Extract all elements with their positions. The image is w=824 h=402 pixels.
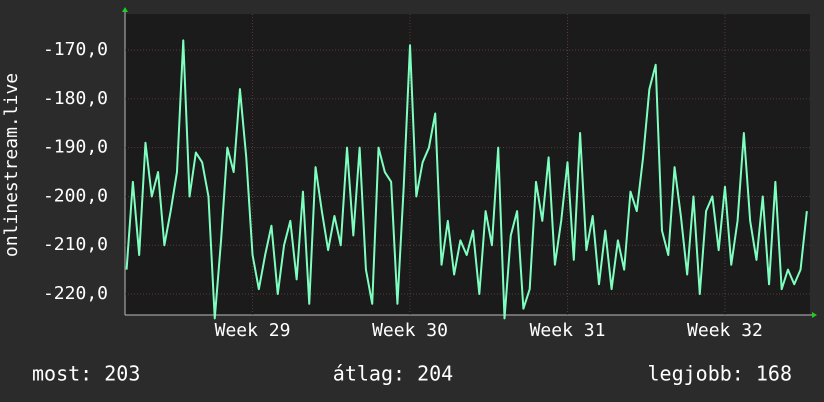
x-tick-label: Week 31	[530, 320, 606, 341]
footer-average: átlag: 204	[333, 362, 453, 386]
y-tick-label: -200,0	[43, 185, 108, 206]
x-axis-arrow	[812, 312, 817, 318]
x-tick-label: Week 29	[215, 320, 291, 341]
y-tick-label: -170,0	[43, 39, 108, 60]
y-axis-arrow	[122, 7, 128, 12]
footer-current: most: 203	[32, 362, 140, 386]
data-line	[125, 39, 808, 320]
x-tick-label: Week 32	[687, 320, 763, 341]
footer-best: legjobb: 168	[648, 362, 793, 386]
y-tick-label: -180,0	[43, 88, 108, 109]
plot-area	[125, 14, 810, 315]
y-tick-label: -210,0	[43, 234, 108, 255]
y-tick-label: -190,0	[43, 137, 108, 158]
x-tick-label: Week 30	[372, 320, 448, 341]
y-tick-label: -220,0	[43, 283, 108, 304]
y-axis-label: onlinestream.live	[1, 73, 22, 257]
